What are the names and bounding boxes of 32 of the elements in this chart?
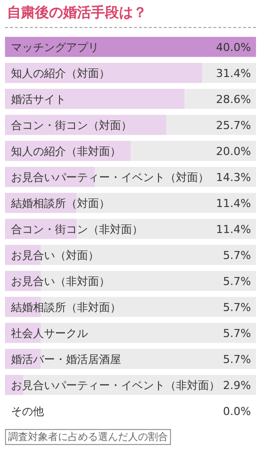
chart-title: 自粛後の婚活手段は？	[5, 0, 256, 28]
y-tick-label: 結婚相談所（対面）	[10, 197, 110, 210]
data-label: 11.4%	[216, 223, 251, 236]
y-tick-label: 結婚相談所（非対面）	[10, 301, 121, 314]
data-label: 0.0%	[223, 405, 251, 418]
data-label: 14.3%	[216, 171, 251, 184]
data-label: 5.7%	[223, 327, 251, 340]
data-label: 40.0%	[216, 41, 251, 54]
y-tick-label: お見合いパーティー・イベント（対面）	[11, 171, 209, 184]
y-tick-label: 婚活サイト	[11, 93, 66, 106]
data-label: 31.4%	[216, 67, 251, 80]
y-tick-label: マッチングアプリ	[11, 41, 99, 54]
y-tick-label: 合コン・街コン（対面）	[11, 119, 132, 132]
y-tick-label: その他	[11, 405, 44, 418]
y-tick-label: お見合い（非対面）	[11, 275, 110, 288]
data-label: 20.0%	[216, 145, 251, 158]
y-tick-label: 婚活バー・婚活居酒屋	[11, 353, 121, 366]
data-label: 11.4%	[216, 197, 251, 210]
y-tick-label: 知人の紹介（非対面）	[11, 145, 121, 158]
y-tick-label: 社会人サークル	[11, 327, 88, 340]
data-label: 25.7%	[216, 119, 251, 132]
data-label: 2.9%	[223, 379, 251, 392]
data-label: 5.7%	[223, 353, 251, 366]
data-label: 28.6%	[216, 93, 251, 106]
data-label: 5.7%	[223, 301, 251, 314]
y-tick-label: 知人の紹介（対面）	[11, 67, 110, 80]
text: 調査対象者に占める選んだ人の割合	[5, 429, 171, 445]
y-tick-label: 合コン・街コン（非対面）	[11, 223, 143, 236]
y-tick-label: お見合いパーティー・イベント（非対面）	[11, 379, 220, 392]
y-tick-label: お見合い（対面）	[11, 249, 99, 262]
data-label: 5.7%	[223, 275, 251, 288]
data-label: 5.7%	[223, 249, 251, 262]
